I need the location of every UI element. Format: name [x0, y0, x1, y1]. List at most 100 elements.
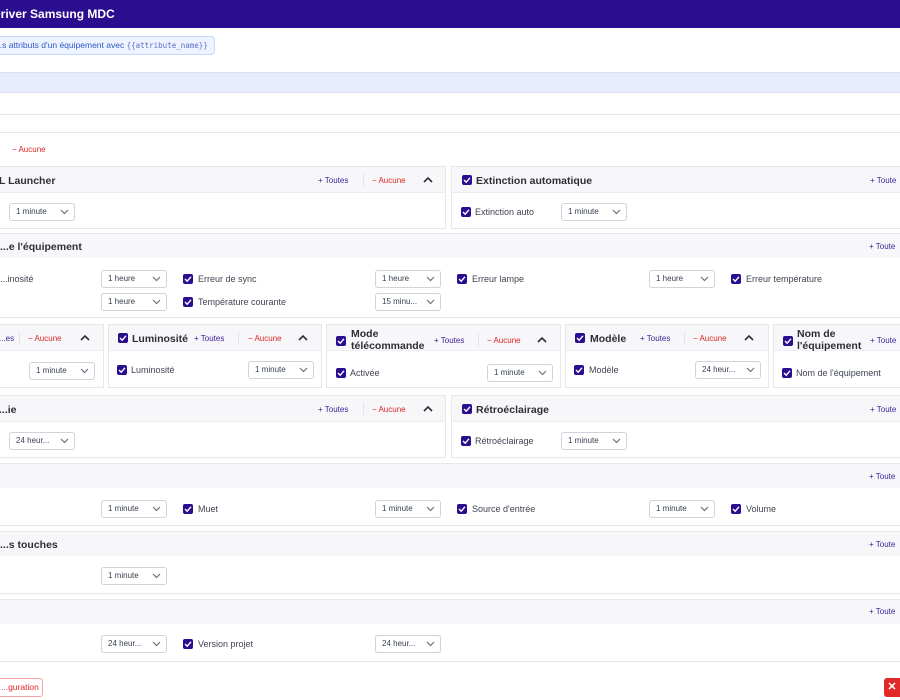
- select-all-button[interactable]: + Toute: [870, 405, 897, 414]
- interval-select[interactable]: 1 minute: [101, 567, 167, 585]
- interval-select[interactable]: 24 heur...: [9, 432, 75, 450]
- checkbox[interactable]: [183, 504, 193, 514]
- configuration-button[interactable]: ...guration: [0, 678, 43, 697]
- deselect-all-button[interactable]: − Aucune: [12, 145, 46, 154]
- card-extinction: Extinction automatique + Toute Extinctio…: [451, 166, 900, 229]
- checkbox[interactable]: [462, 404, 472, 414]
- attribute-label: Modèle: [589, 365, 619, 375]
- interval-select[interactable]: 24 heur...: [101, 635, 167, 653]
- checkbox[interactable]: [731, 504, 741, 514]
- card-header: [327, 325, 560, 351]
- interval-select[interactable]: 1 minute: [561, 203, 627, 221]
- checkbox[interactable]: [118, 333, 128, 343]
- select-all-button[interactable]: + Toute: [869, 607, 896, 616]
- attribute-label: Extinction auto: [475, 207, 535, 217]
- checkbox[interactable]: [462, 175, 472, 185]
- interval-select[interactable]: 1 minute: [248, 361, 314, 379]
- card-header: [452, 396, 900, 422]
- chevron-up-icon[interactable]: [744, 334, 754, 342]
- chevron-up-icon[interactable]: [423, 405, 433, 413]
- attribute-label: Muet: [198, 504, 219, 514]
- interval-select[interactable]: 1 minute: [561, 432, 627, 450]
- checkbox[interactable]: [183, 639, 193, 649]
- select-all-button[interactable]: + Toutes: [434, 336, 465, 345]
- deselect-all-button[interactable]: − Aucune: [372, 405, 406, 414]
- interval-select[interactable]: 1 heure: [649, 270, 715, 288]
- chevron-down-icon: [299, 367, 308, 373]
- deselect-all-button[interactable]: − Aucune: [487, 336, 521, 345]
- card-title: Modèle: [590, 333, 627, 345]
- card-title: Extinction automatique: [476, 175, 593, 187]
- checkbox[interactable]: [731, 274, 741, 284]
- attribute-label: Luminosité: [131, 365, 175, 375]
- chevron-up-icon[interactable]: [537, 336, 547, 344]
- card-title: Mode: [351, 328, 379, 340]
- deselect-all-button[interactable]: − Aucune: [693, 334, 727, 343]
- attribute-label: Rétroéclairage: [475, 436, 534, 446]
- chevron-down-icon: [60, 209, 69, 215]
- deselect-all-button[interactable]: − Aucune: [372, 176, 406, 185]
- chevron-down-icon: [426, 506, 435, 512]
- card-header: [566, 325, 768, 351]
- chevron-up-icon[interactable]: [80, 334, 90, 342]
- checkbox[interactable]: [574, 365, 584, 375]
- interval-select[interactable]: 1 heure: [375, 270, 441, 288]
- interval-select[interactable]: 1 minute: [487, 364, 553, 382]
- card-telecommande: Mode télécommande + Toutes − Aucune Acti…: [326, 324, 561, 388]
- interval-select[interactable]: 1 minute: [649, 500, 715, 518]
- attribute-label: Erreur de sync: [198, 274, 257, 284]
- select-all-button[interactable]: + Toutes: [194, 334, 225, 343]
- chevron-up-icon[interactable]: [423, 176, 433, 184]
- checkbox[interactable]: [117, 365, 127, 375]
- attribute-label: ...inosité: [0, 274, 34, 284]
- chevron-down-icon: [152, 573, 161, 579]
- interval-select[interactable]: 1 minute: [101, 500, 167, 518]
- card-header: [0, 396, 445, 422]
- close-button[interactable]: ✕: [884, 678, 900, 697]
- checkbox[interactable]: [457, 504, 467, 514]
- interval-select[interactable]: 24 heur...: [695, 361, 761, 379]
- interval-select[interactable]: 24 heur...: [375, 635, 441, 653]
- checkbox[interactable]: [183, 297, 193, 307]
- chevron-down-icon: [152, 299, 161, 305]
- divider: [0, 132, 900, 133]
- interval-select[interactable]: 1 minute: [375, 500, 441, 518]
- attribute-label: Version projet: [198, 639, 254, 649]
- select-all-button[interactable]: + Toutes: [318, 176, 349, 185]
- card-header: [0, 167, 445, 193]
- checkbox[interactable]: [783, 336, 793, 346]
- checkbox[interactable]: [336, 336, 346, 346]
- interval-select[interactable]: 1 heure: [101, 270, 167, 288]
- interval-select[interactable]: 15 minu...: [375, 293, 441, 311]
- checkbox[interactable]: [183, 274, 193, 284]
- deselect-all-button[interactable]: − Aucune: [28, 334, 62, 343]
- select-all-button[interactable]: + Toute: [870, 176, 897, 185]
- checkbox[interactable]: [782, 368, 792, 378]
- chevron-down-icon: [152, 641, 161, 647]
- card-luminosite: Luminosité + Toutes − Aucune Luminosité …: [108, 324, 322, 388]
- select-all-button[interactable]: + Toute: [870, 336, 897, 345]
- select-all-button[interactable]: + Toutes: [318, 405, 349, 414]
- select-all-button[interactable]: + Toute: [869, 540, 896, 549]
- checkbox[interactable]: [336, 368, 346, 378]
- deselect-all-button[interactable]: − Aucune: [248, 334, 282, 343]
- select-all-button[interactable]: + Toute: [869, 242, 896, 251]
- checkbox[interactable]: [461, 436, 471, 446]
- interval-select[interactable]: 1 minute: [9, 203, 75, 221]
- page-title: Driver Samsung MDC: [0, 7, 115, 21]
- chevron-down-icon: [426, 276, 435, 282]
- interval-select[interactable]: 1 minute: [29, 362, 95, 380]
- interval-select[interactable]: 1 heure: [101, 293, 167, 311]
- select-all-button[interactable]: ...es: [0, 334, 15, 343]
- card-partial: ...es − Aucune 1 minute: [0, 324, 104, 388]
- checkbox[interactable]: [457, 274, 467, 284]
- section-title: ...e l'équipement: [0, 241, 82, 253]
- checkbox[interactable]: [575, 333, 585, 343]
- select-all-button[interactable]: + Toute: [869, 472, 896, 481]
- checkbox[interactable]: [461, 207, 471, 217]
- card-launcher: L Launcher + Toutes − Aucune 1 minute: [0, 166, 446, 229]
- section-header: [0, 532, 900, 556]
- chevron-up-icon[interactable]: [298, 334, 308, 342]
- select-all-button[interactable]: + Toutes: [640, 334, 671, 343]
- card-title: ...ie: [0, 404, 17, 416]
